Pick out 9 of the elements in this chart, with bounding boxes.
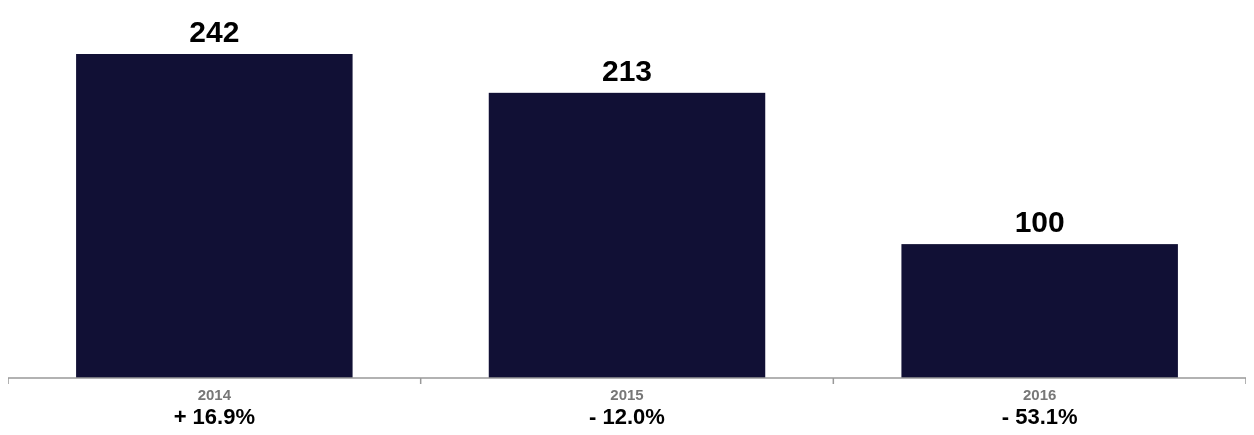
text: - 53.1% (1001, 404, 1078, 429)
data-label: 100 (1014, 205, 1065, 239)
text: - 12.0% (589, 404, 665, 429)
data-label: 213 (601, 53, 653, 87)
data-label: 242 (189, 15, 240, 48)
x-tick-label: 2015 (610, 386, 644, 403)
x-tick-label: 2016 (1022, 386, 1057, 403)
x-tick-label: 2014 (197, 386, 232, 403)
text: + 16.9% (173, 404, 256, 429)
